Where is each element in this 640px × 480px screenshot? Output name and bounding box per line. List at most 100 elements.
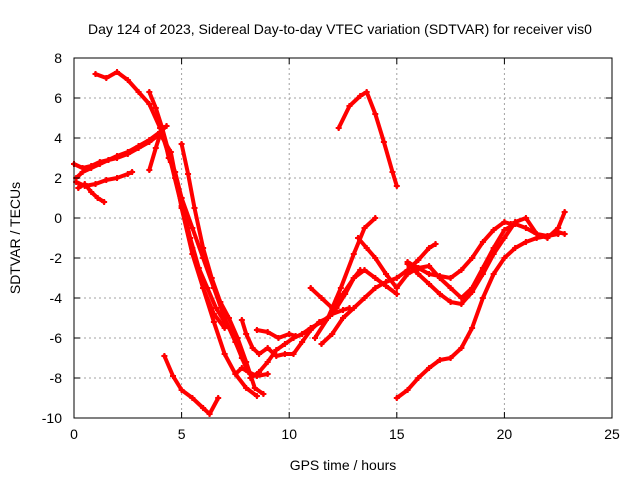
data-point: [490, 251, 497, 257]
data-point: [217, 299, 224, 305]
data-point: [501, 255, 508, 261]
data-point: [245, 369, 252, 375]
data-point: [243, 359, 250, 365]
data-point: [404, 387, 411, 393]
data-point: [290, 351, 297, 357]
data-point: [346, 103, 353, 109]
data-point: [383, 283, 390, 289]
data-point: [522, 239, 529, 245]
data-point: [208, 275, 215, 281]
data-point: [415, 375, 422, 381]
data-point: [172, 175, 179, 181]
data-point: [447, 285, 454, 291]
data-point: [249, 345, 256, 351]
data-point: [458, 295, 465, 301]
data-point: [404, 259, 411, 265]
data-point: [522, 215, 529, 221]
data-point: [273, 347, 280, 353]
data-point: [555, 225, 562, 231]
data-point: [415, 271, 422, 277]
data-point: [253, 393, 260, 399]
data-point: [335, 125, 342, 131]
y-tick-label: -4: [50, 290, 63, 306]
data-point: [507, 221, 514, 227]
data-point: [191, 205, 198, 211]
data-point: [350, 305, 357, 311]
data-point: [361, 225, 368, 231]
data-point: [469, 255, 476, 261]
series-line-15: [319, 242, 438, 346]
data-point: [92, 181, 99, 187]
series-line-7: [179, 142, 266, 396]
data-point: [146, 89, 153, 95]
data-point: [329, 331, 336, 337]
data-point: [329, 305, 336, 311]
y-tick-label: -10: [42, 410, 62, 426]
series-line-13: [336, 90, 399, 188]
data-point: [490, 227, 497, 233]
y-axis-label: SDTVAR / TECUs: [7, 182, 23, 294]
plot-frame: [73, 57, 613, 419]
data-point: [178, 387, 185, 393]
chart-title: Day 124 of 2023, Sidereal Day-to-day VTE…: [88, 21, 592, 37]
data-point: [243, 331, 250, 337]
data-point: [213, 305, 220, 311]
data-point: [264, 359, 271, 365]
data-point: [146, 167, 153, 173]
data-point: [251, 385, 258, 391]
data-point: [189, 395, 196, 401]
data-point: [533, 235, 540, 241]
data-point: [163, 123, 170, 129]
data-point: [129, 169, 136, 175]
data-point: [275, 335, 282, 341]
data-point: [544, 233, 551, 239]
data-point: [383, 271, 390, 277]
y-tick-label: -8: [50, 370, 63, 386]
data-point: [380, 139, 387, 145]
data-point: [286, 331, 293, 337]
data-point: [350, 251, 357, 257]
y-tick-label: 4: [54, 130, 62, 146]
data-point: [114, 155, 121, 161]
data-point: [81, 183, 88, 189]
data-point: [96, 161, 103, 167]
y-tick-label: 0: [54, 210, 62, 226]
data-point: [307, 325, 314, 331]
data-point: [415, 265, 422, 271]
data-point: [324, 315, 331, 321]
data-point: [340, 291, 346, 297]
data-point: [210, 319, 217, 325]
y-tick-labels: -10 -8 -6 -4 -2 0 2 4 6 8: [42, 50, 62, 426]
data-point: [501, 219, 508, 225]
data-point: [447, 355, 454, 361]
data-point: [318, 341, 325, 347]
data-point: [436, 291, 443, 297]
data-point: [146, 139, 153, 145]
data-point: [479, 295, 486, 301]
x-tick-label: 5: [178, 426, 186, 442]
data-point: [393, 285, 400, 291]
data-point: [458, 301, 465, 307]
x-tick-label: 0: [70, 426, 78, 442]
series-group: [71, 69, 568, 417]
data-point: [159, 125, 166, 131]
data-point: [501, 235, 508, 241]
series-line-4: [93, 70, 259, 398]
data-point: [389, 169, 396, 175]
data-point: [501, 227, 508, 233]
data-point: [204, 285, 211, 291]
data-point: [103, 75, 110, 81]
data-point: [206, 411, 213, 417]
data-point: [234, 335, 241, 341]
data-point: [185, 171, 192, 177]
data-point: [135, 145, 142, 151]
data-point: [232, 371, 239, 377]
data-point: [479, 271, 486, 277]
data-point: [135, 89, 142, 95]
data-point: [124, 77, 131, 83]
data-point: [340, 315, 346, 321]
data-point: [469, 289, 476, 295]
data-point: [178, 195, 185, 201]
data-point: [372, 111, 379, 117]
data-point: [79, 169, 86, 175]
